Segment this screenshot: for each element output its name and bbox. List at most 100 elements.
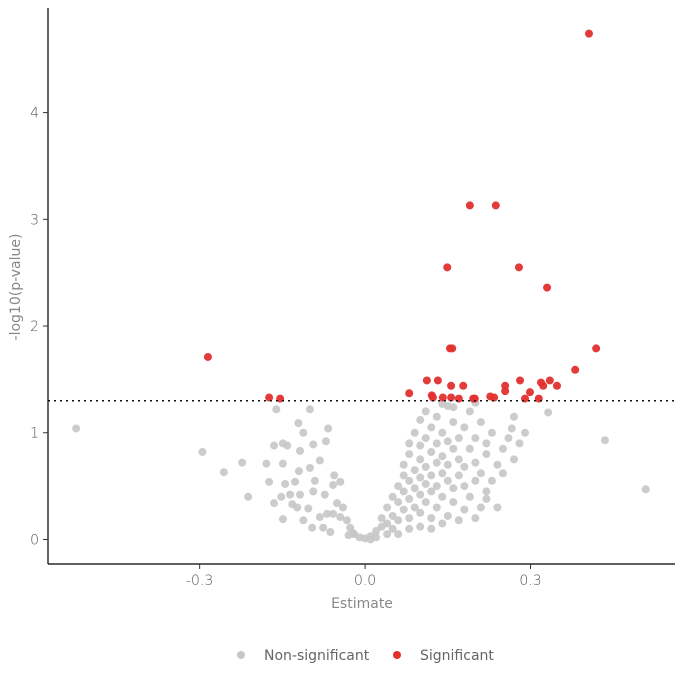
non-significant-point xyxy=(262,459,271,468)
non-significant-point xyxy=(449,484,458,493)
non-significant-point xyxy=(427,487,436,496)
non-significant-point xyxy=(482,487,491,496)
y-tick-label: 0 xyxy=(30,532,39,548)
non-significant-point xyxy=(388,511,397,520)
non-significant-point xyxy=(465,444,474,453)
non-significant-point xyxy=(72,424,81,433)
non-significant-point xyxy=(394,516,403,525)
significant-point xyxy=(433,376,442,385)
non-significant-point xyxy=(443,476,452,485)
non-significant-point xyxy=(498,444,507,453)
non-significant-point xyxy=(198,447,207,456)
non-significant-point xyxy=(427,423,436,432)
non-significant-point xyxy=(308,523,317,532)
non-significant-point xyxy=(296,446,305,455)
non-significant-point xyxy=(416,490,425,499)
non-significant-point xyxy=(454,455,463,464)
non-significant-point xyxy=(471,514,480,523)
non-significant-point xyxy=(410,503,419,512)
non-significant-point xyxy=(521,428,530,437)
non-significant-point xyxy=(421,462,430,471)
y-tick-label: 4 xyxy=(30,106,39,122)
non-significant-point xyxy=(416,473,425,482)
significant-point xyxy=(448,344,457,353)
significant-point xyxy=(516,376,525,385)
non-significant-point xyxy=(476,469,485,478)
x-axis-title: Estimate xyxy=(331,596,393,612)
non-significant-point xyxy=(432,439,441,448)
non-significant-point xyxy=(432,503,441,512)
non-significant-point xyxy=(238,458,247,467)
x-tick-label: 0.3 xyxy=(519,573,541,589)
non-significant-point xyxy=(291,477,300,486)
non-significant-point xyxy=(344,531,353,540)
non-significant-point xyxy=(399,460,408,469)
non-significant-point xyxy=(305,405,314,414)
significant-point xyxy=(470,394,479,403)
non-significant-point xyxy=(383,503,392,512)
significant-point xyxy=(552,381,561,390)
significant-point xyxy=(428,393,437,402)
non-significant-point xyxy=(309,440,318,449)
non-significant-point xyxy=(323,509,332,518)
significant-point xyxy=(438,393,447,402)
non-significant-point xyxy=(281,479,290,488)
non-significant-point xyxy=(449,498,458,507)
non-significant-point xyxy=(377,514,386,523)
non-significant-point xyxy=(421,498,430,507)
non-significant-point xyxy=(416,415,425,424)
y-tick-label: 2 xyxy=(30,319,39,335)
significant-point xyxy=(571,365,580,374)
non-significant-point xyxy=(471,434,480,443)
non-significant-point xyxy=(416,441,425,450)
non-significant-point xyxy=(410,484,419,493)
non-significant-point xyxy=(294,419,303,428)
non-significant-point xyxy=(641,485,650,494)
x-tick-label: 0.0 xyxy=(354,573,376,589)
significant-point xyxy=(584,29,593,38)
non-significant-point xyxy=(438,519,447,528)
non-significant-point xyxy=(329,509,338,518)
non-significant-point xyxy=(336,513,345,522)
non-significant-point xyxy=(421,479,430,488)
significant-point xyxy=(405,389,414,398)
significant-point xyxy=(491,201,500,210)
non-significant-point xyxy=(296,490,305,499)
significant-point xyxy=(525,388,534,397)
significant-point xyxy=(422,376,431,385)
non-significant-point xyxy=(394,482,403,491)
non-significant-point xyxy=(278,459,287,468)
non-significant-point xyxy=(507,424,516,433)
non-significant-point xyxy=(294,467,303,476)
non-significant-point xyxy=(515,439,524,448)
non-significant-point xyxy=(326,527,335,536)
significant-point xyxy=(592,344,601,353)
x-ticks: -0.3 0.0 0.3 xyxy=(186,564,542,589)
non-significant-point xyxy=(471,458,480,467)
non-significant-point xyxy=(244,492,253,501)
non-significant-point xyxy=(482,450,491,459)
significant-point xyxy=(443,263,452,272)
non-significant-point xyxy=(460,462,469,471)
significant-point xyxy=(539,381,548,390)
non-significant-point xyxy=(265,477,274,486)
non-significant-point xyxy=(487,428,496,437)
non-significant-point xyxy=(278,515,287,524)
points-layer xyxy=(72,29,650,544)
non-significant-point xyxy=(509,455,518,464)
non-significant-point xyxy=(405,450,414,459)
non-significant-point xyxy=(487,476,496,485)
non-significant-point xyxy=(498,469,507,478)
significant-point xyxy=(514,263,523,272)
non-significant-point xyxy=(270,499,279,508)
non-significant-point xyxy=(410,466,419,475)
non-significant-point xyxy=(465,492,474,501)
legend-swatch-significant xyxy=(393,651,401,659)
non-significant-point xyxy=(482,494,491,503)
non-significant-point xyxy=(421,434,430,443)
non-significant-point xyxy=(315,456,324,465)
non-significant-point xyxy=(299,516,308,525)
y-axis-title: -log10(p-value) xyxy=(8,234,24,341)
significant-point xyxy=(265,393,274,402)
non-significant-point xyxy=(277,492,286,501)
